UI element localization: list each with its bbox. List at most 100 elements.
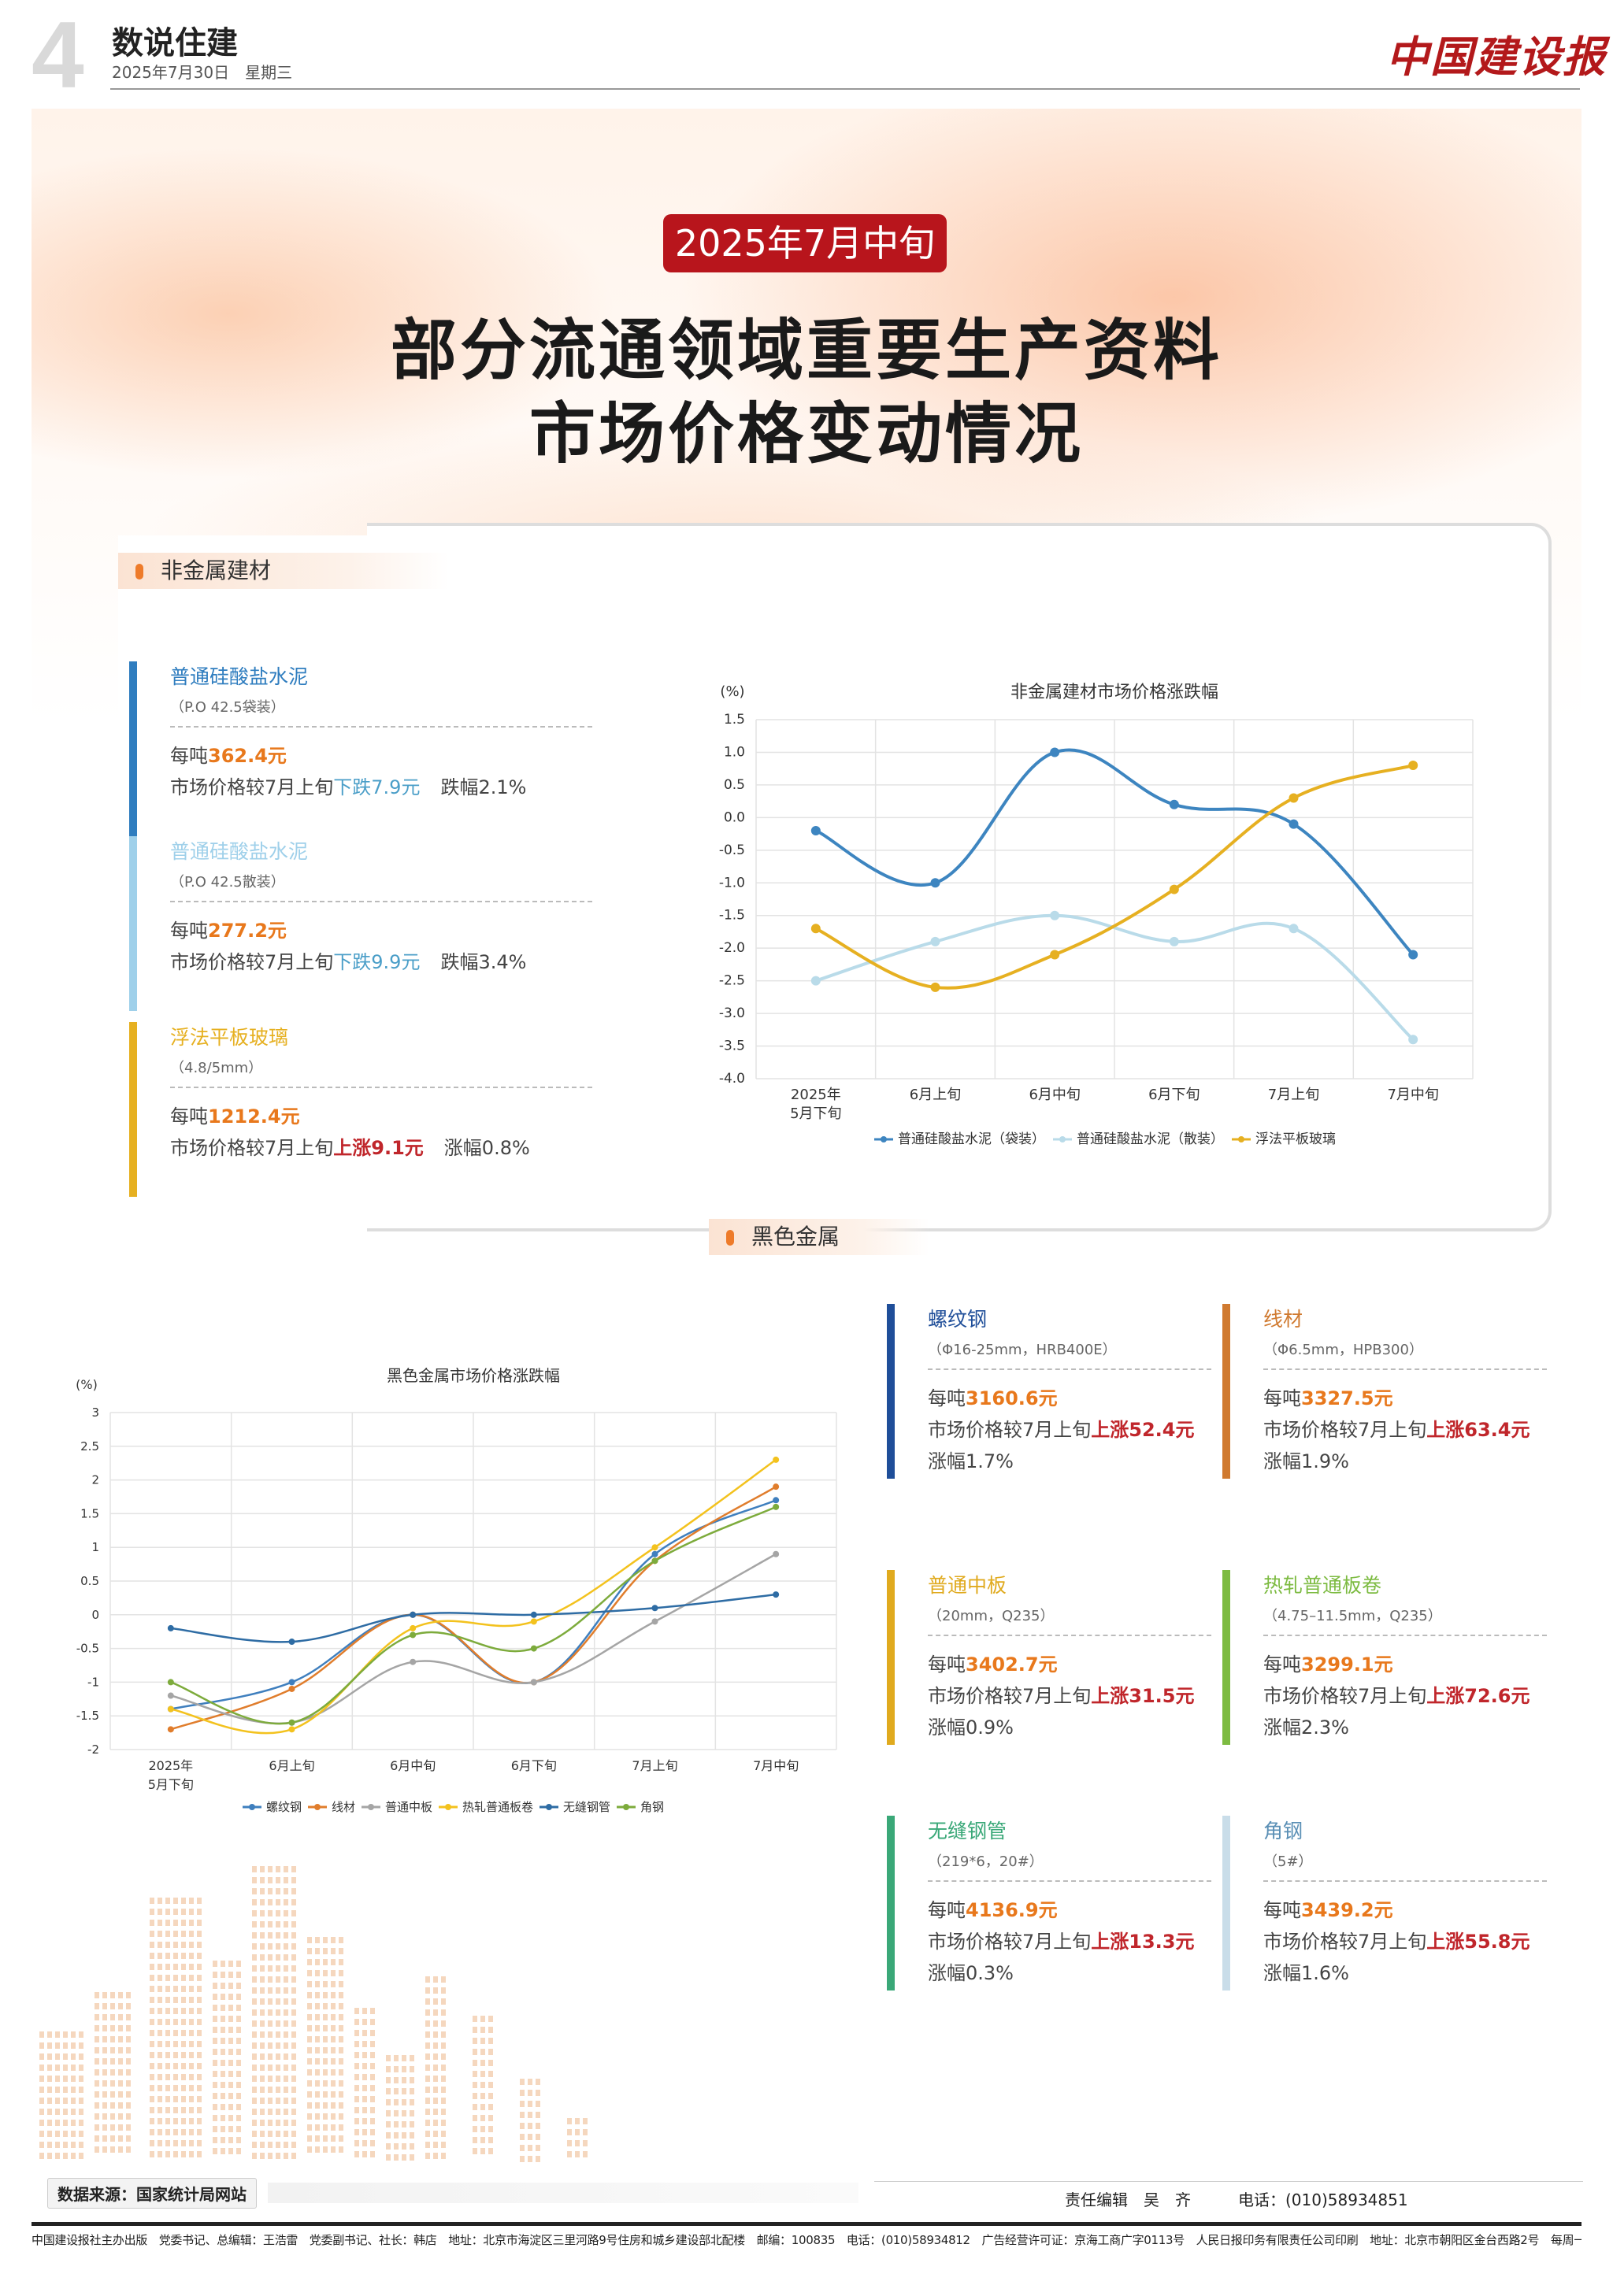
skyline-window xyxy=(95,1992,99,1998)
skyline-window xyxy=(71,2142,76,2148)
skyline-window xyxy=(165,2052,170,2058)
skyline-window xyxy=(165,2008,170,2014)
skyline-window xyxy=(165,2030,170,2036)
skyline-window xyxy=(425,2042,430,2049)
skyline-window xyxy=(158,1942,162,1948)
data-point xyxy=(1408,1035,1418,1045)
skyline-window xyxy=(165,2074,170,2080)
skyline-window xyxy=(236,1994,241,2000)
skyline-window xyxy=(268,1921,273,1928)
skyline-window xyxy=(291,1965,296,1972)
skyline-window xyxy=(252,1965,257,1972)
skyline-window xyxy=(165,1953,170,1959)
skyline-window xyxy=(165,1920,170,1926)
skyline-window xyxy=(284,1888,288,1894)
skyline-window xyxy=(268,2031,273,2038)
skyline-window xyxy=(252,2098,257,2104)
skyline-window xyxy=(236,2148,241,2154)
skyline-window xyxy=(394,2121,399,2128)
skyline-window xyxy=(39,2109,44,2115)
skyline-window xyxy=(528,2090,532,2096)
x-tick-label: 7月上旬 xyxy=(632,1758,677,1773)
change-amount: 上涨9.1元 xyxy=(333,1137,424,1159)
city-skyline-decoration xyxy=(39,1866,588,2162)
skyline-window xyxy=(284,1932,288,1939)
skyline-window xyxy=(102,2102,107,2109)
skyline-window xyxy=(331,2124,336,2131)
skyline-window xyxy=(339,1937,343,1943)
y-tick-label: -2.0 xyxy=(719,940,745,956)
skyline-window xyxy=(307,2069,312,2076)
skyline-window xyxy=(71,2042,76,2049)
skyline-window xyxy=(213,2038,217,2044)
change-line: 市场价格较7月上旬上涨13.3元 xyxy=(928,1926,1195,1953)
editor-phone: 电话：(010)58934851 xyxy=(1238,2190,1408,2209)
skyline-window xyxy=(228,2049,233,2055)
skyline-window xyxy=(181,2052,186,2058)
skyline-window xyxy=(323,1981,328,1987)
skyline-window xyxy=(260,2109,265,2115)
skyline-window xyxy=(276,1866,280,1872)
skyline-window xyxy=(441,2131,446,2137)
skyline-window xyxy=(362,2041,367,2047)
skyline-window xyxy=(488,2038,493,2044)
skyline-window xyxy=(197,2151,202,2157)
compare-text: 市场价格较7月上旬 xyxy=(1263,1419,1427,1441)
skyline-window xyxy=(268,2109,273,2115)
skyline-window xyxy=(339,2058,343,2065)
skyline-window xyxy=(79,2142,83,2148)
skyline-window xyxy=(126,2014,131,2020)
skyline-window xyxy=(425,2120,430,2126)
skyline-window xyxy=(433,2053,438,2060)
skyline-window xyxy=(102,2091,107,2098)
skyline-window xyxy=(473,2082,477,2088)
skyline-window xyxy=(95,2080,99,2087)
skyline-window xyxy=(339,1981,343,1987)
card-accent-bar xyxy=(129,1022,137,1197)
skyline-window xyxy=(95,2146,99,2153)
skyline-window xyxy=(323,1970,328,1976)
skyline-window xyxy=(291,2120,296,2126)
data-point xyxy=(810,825,821,835)
skyline-window xyxy=(354,2063,359,2069)
y-tick-label: -3.0 xyxy=(719,1005,745,1021)
skyline-window xyxy=(197,1942,202,1948)
skyline-window xyxy=(236,2060,241,2066)
data-point xyxy=(1050,950,1060,960)
skyline-window xyxy=(260,1943,265,1950)
data-point xyxy=(810,976,821,986)
skyline-window xyxy=(291,2109,296,2115)
skyline-window xyxy=(181,2118,186,2124)
skyline-window xyxy=(315,2069,320,2076)
skyline-window xyxy=(79,2076,83,2082)
skyline-window xyxy=(158,2041,162,2047)
skyline-window xyxy=(221,2027,225,2033)
change-line: 市场价格较7月上旬上涨55.8元 xyxy=(1263,1926,1530,1953)
skyline-window xyxy=(410,2143,414,2150)
skyline-window xyxy=(213,2137,217,2143)
data-point xyxy=(651,1605,658,1612)
skyline-window xyxy=(291,1921,296,1928)
skyline-window xyxy=(118,2146,123,2153)
footer-rule xyxy=(32,2222,1581,2226)
data-point xyxy=(1289,793,1299,803)
skyline-window xyxy=(252,2053,257,2060)
skyline-window xyxy=(110,2080,115,2087)
skyline-window xyxy=(307,2135,312,2142)
skyline-window xyxy=(362,2052,367,2058)
skyline-window xyxy=(433,2109,438,2115)
skyline-window xyxy=(150,2118,154,2124)
product-spec: （4.8/5mm） xyxy=(170,1060,263,1076)
skyline-window xyxy=(433,2042,438,2049)
skyline-window xyxy=(252,2009,257,2016)
skyline-window xyxy=(284,1943,288,1950)
skyline-window xyxy=(165,2140,170,2146)
skyline-window xyxy=(197,2129,202,2135)
skyline-window xyxy=(268,2142,273,2148)
skyline-window xyxy=(339,2135,343,2142)
skyline-window xyxy=(118,2036,123,2042)
skyline-window xyxy=(291,1943,296,1950)
skyline-window xyxy=(213,2104,217,2110)
editor-rule xyxy=(874,2181,1583,2182)
data-point xyxy=(530,1611,537,1618)
